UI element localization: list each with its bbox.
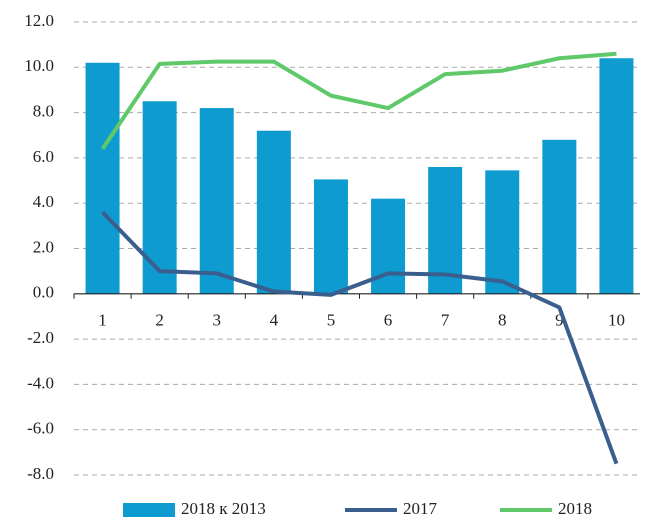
x-tick-label: 2 <box>155 311 164 330</box>
x-tick-label: 6 <box>384 311 393 330</box>
x-tick-label: 10 <box>608 311 625 330</box>
legend-label: 2018 <box>558 499 592 518</box>
x-tick-label: 8 <box>498 311 507 330</box>
y-tick-label: -8.0 <box>27 464 54 483</box>
y-tick-label: 8.0 <box>33 102 54 121</box>
line <box>101 210 619 465</box>
legend-label: 2018 к 2013 <box>181 499 266 518</box>
line <box>100 51 617 150</box>
y-tick-label: -2.0 <box>27 328 54 347</box>
y-tick-label: -6.0 <box>27 419 54 438</box>
bar <box>85 62 120 294</box>
y-tick-label: 0.0 <box>33 283 54 302</box>
bar <box>142 101 177 294</box>
x-tick-label: 3 <box>213 311 222 330</box>
x-tick-label: 9 <box>555 311 564 330</box>
y-tick-label: 12.0 <box>24 11 54 30</box>
bar <box>313 179 348 294</box>
bar <box>599 58 634 294</box>
y-tick-label: 6.0 <box>33 147 54 166</box>
x-tick-label: 7 <box>441 311 450 330</box>
bar <box>199 108 234 294</box>
legend-swatch <box>123 503 175 517</box>
bar <box>485 170 520 294</box>
legend-label: 2017 <box>403 499 438 518</box>
y-tick-label: 2.0 <box>33 237 54 256</box>
bar <box>542 139 577 294</box>
y-tick-label: 10.0 <box>24 56 54 75</box>
x-tick-label: 4 <box>270 311 279 330</box>
x-tick-label: 1 <box>98 311 107 330</box>
y-tick-label: -4.0 <box>27 373 54 392</box>
y-tick-label: 4.0 <box>33 192 54 211</box>
bar <box>256 130 291 294</box>
x-tick-label: 5 <box>327 311 336 330</box>
